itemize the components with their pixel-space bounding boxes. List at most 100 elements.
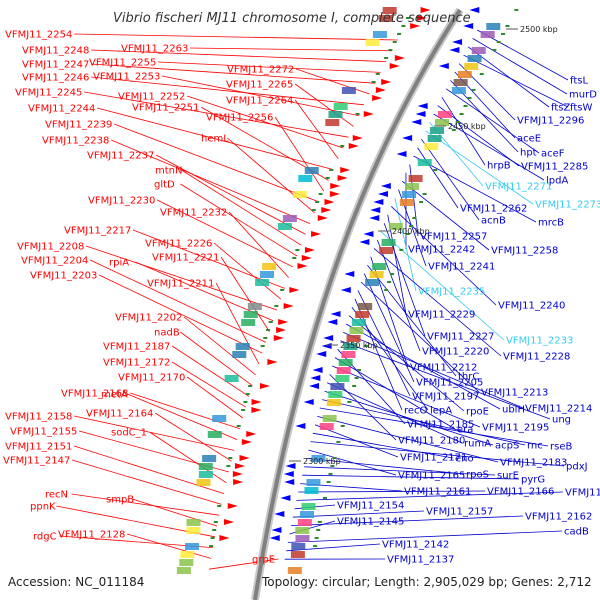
gene-label-left: VFMJ11_2244 [28,104,95,115]
gene-label-right: VFMJ11_2171 [400,453,467,464]
connector-line [417,147,459,209]
marker-tick [471,89,476,91]
feature-block [306,479,321,486]
marker-tick [340,145,345,147]
marker-tick [492,49,497,51]
marker-tick [364,345,369,347]
gene-arrow-reverse [452,39,463,45]
connector-line [433,113,545,181]
feature-block [405,183,420,190]
connector-line [298,490,486,493]
topology-text: Topology: circular; Length: 2,905,029 bp… [261,575,592,589]
connector-line [171,361,247,408]
feature-block [196,479,211,486]
feature-block [341,351,356,358]
gene-arrow-reverse [330,311,341,317]
gene-label-left: VFMJ11_2155 [10,427,77,438]
feature-block [180,551,195,558]
connector-line [343,332,524,409]
connector-line [319,407,549,447]
gene-label-right: VFMJ11_2242 [408,245,475,256]
gene-arrow-forward [329,191,340,197]
connector-line [463,54,569,108]
gene-label-left: VFMJ11_2168 [61,389,128,400]
marker-tick [405,233,410,235]
marker-tick [392,41,397,43]
feature-block [358,303,373,310]
marker-tick [433,169,438,171]
gene-arrow-reverse [327,319,338,325]
gene-arrow-forward [324,199,335,205]
gene-arrow-forward [311,231,322,237]
gene-label-left: VFMJ11_2245 [15,88,82,99]
marker-tick [243,401,248,403]
gene-arrow-reverse [285,463,296,469]
marker-tick [326,481,331,483]
gene-label-left: VFMJ11_2265 [226,80,293,91]
marker-tick [209,545,214,547]
marker-tick [315,201,320,203]
gene-label-right: pyrG [521,475,545,486]
feature-block [224,375,239,382]
gene-arrow-forward [410,23,421,29]
connector-line [310,441,565,467]
marker-tick [210,537,215,539]
marker-tick [336,441,341,443]
gene-label-right: ftsW [570,103,592,114]
feature-block [349,327,364,334]
feature-block [424,143,439,150]
gene-label-left: VFMJ11_2246 [22,73,89,84]
gene-label-right: VFMJ11_2229 [408,310,475,321]
feature-block [295,535,310,542]
gene-arrow-reverse [344,271,355,277]
gene-arrow-forward [267,359,278,365]
feature-block [202,455,217,462]
feature-block [430,127,445,134]
gene-arrow-reverse [280,495,291,501]
marker-tick [355,113,360,115]
gene-label-left: VFMJ11_2247 [22,60,89,71]
gene-label-right: VFMJ11_2174 [565,488,600,499]
feature-block [322,415,337,422]
gene-label-right: VFMJ11_2161 [404,487,471,498]
gene-label-right: mrcB [538,218,564,229]
gene-arrow-reverse [377,191,388,197]
connector-line [154,412,232,462]
marker-tick [451,129,456,131]
connector-line [85,245,278,311]
connector-line [324,390,494,446]
gene-arrow-forward [241,439,252,445]
marker-tick [268,321,273,323]
feature-block [336,367,351,374]
gene-arrow-forward [375,87,386,93]
gene-arrow-reverse [438,63,449,69]
connector-line [228,211,290,278]
connector-line [292,510,425,518]
gene-arrow-forward [348,143,359,149]
gene-label-right: VFMJ11_2185 [407,420,474,431]
connector-line [322,399,526,446]
feature-block [471,47,486,54]
gene-arrow-reverse [380,183,391,189]
marker-tick [371,81,376,83]
gene-arrow-forward [234,463,245,469]
gene-arrow-forward [321,207,332,213]
feature-block [326,399,341,406]
feature-block [198,463,213,470]
gene-arrow-forward [289,287,300,293]
gene-label-right: VFMJ11_2214 [525,404,592,415]
marker-tick [314,537,319,539]
gene-arrow-reverse [463,23,474,29]
marker-tick [354,377,359,379]
gene-label-right: recO [404,406,428,417]
feature-block [241,319,256,326]
marker-tick [384,57,389,59]
feature-block [338,359,353,366]
marker-tick [311,209,316,211]
gene-arrow-reverse [295,423,306,429]
gene-label-right: ftsL [570,76,588,87]
feature-block [291,543,306,550]
connector-line [213,242,282,300]
connector-line [129,392,241,430]
gene-label-left: VFMJ11_2226 [145,239,212,250]
